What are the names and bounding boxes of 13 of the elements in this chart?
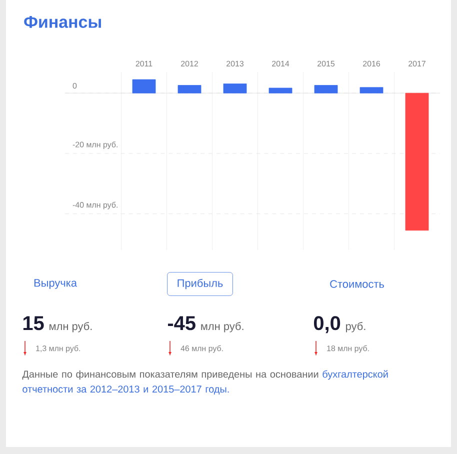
text: 15 [23, 316, 44, 330]
text: бухгалтерской [322, 370, 388, 380]
text: Прибыль [178, 278, 223, 290]
text: 0,0 [314, 316, 340, 334]
text: млн руб. [201, 322, 244, 332]
text: Стоимость [330, 280, 384, 288]
text: Выручка [34, 279, 77, 289]
chart-title: Финансы [24, 16, 101, 28]
text: отчетности за 2012–2013 и 2015–2017 годы. [22, 386, 229, 395]
text: млн руб. [50, 322, 92, 332]
text: Данные по финансовым показателям приведены на основании [22, 370, 318, 380]
text: руб. [346, 322, 366, 332]
text: -45 [168, 316, 196, 330]
